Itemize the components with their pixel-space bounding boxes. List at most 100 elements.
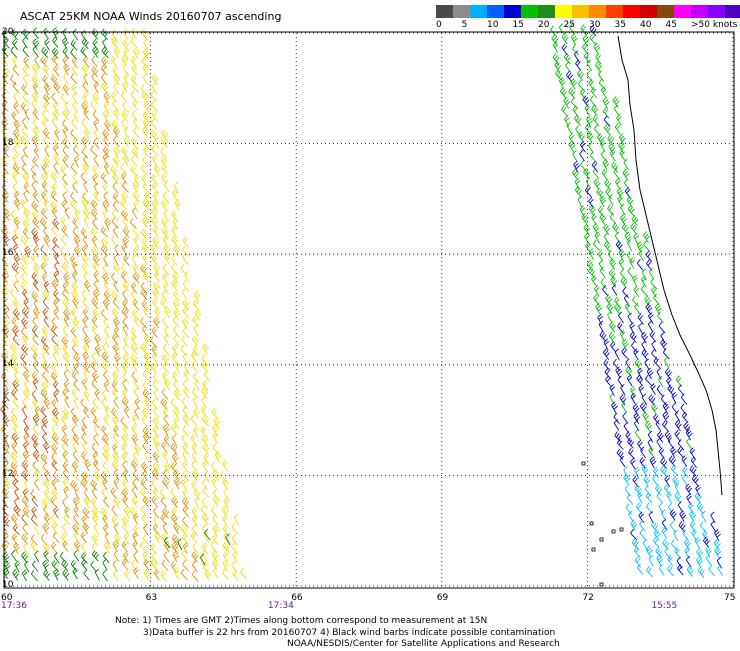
- wind-barb: [592, 167, 600, 179]
- wind-barb: [51, 334, 59, 347]
- wind-barb: [43, 488, 50, 501]
- wind-barb: [681, 455, 688, 467]
- lat-tick-label: 20: [2, 27, 14, 37]
- wind-barb: [182, 352, 188, 365]
- legend-swatch: [470, 5, 487, 18]
- wind-barb: [91, 66, 99, 78]
- wind-barb: [22, 28, 30, 40]
- wind-barb: [603, 232, 610, 245]
- island-outline: [619, 527, 624, 532]
- wind-barb: [113, 135, 120, 148]
- wind-barb: [122, 280, 130, 292]
- wind-barb: [589, 95, 597, 107]
- wind-barb: [641, 393, 648, 406]
- wind-barbs-layer: [0, 23, 724, 582]
- wind-barb: [113, 280, 119, 293]
- wind-barb: [22, 117, 28, 130]
- wind-barb: [10, 451, 18, 464]
- wind-barb: [710, 520, 717, 533]
- wind-barb: [72, 433, 80, 445]
- wind-barb: [72, 317, 80, 329]
- wind-barb: [104, 532, 110, 545]
- wind-barb: [53, 289, 60, 302]
- wind-barb: [50, 74, 58, 86]
- wind-barb: [94, 568, 100, 581]
- wind-barb: [667, 554, 674, 567]
- wind-barb: [622, 412, 629, 424]
- wind-barb: [629, 331, 637, 343]
- wind-barb: [140, 488, 148, 500]
- wind-barb: [123, 47, 129, 60]
- wind-barb: [112, 432, 119, 444]
- pass-time-label: 17:36: [1, 601, 27, 611]
- wind-barb: [591, 213, 597, 226]
- wind-barb: [669, 521, 676, 533]
- wind-barb: [72, 100, 78, 113]
- wind-barb: [653, 413, 660, 425]
- wind-barb: [622, 287, 629, 299]
- wind-barb: [163, 551, 170, 563]
- wind-barb: [192, 345, 200, 357]
- wind-barb: [614, 348, 620, 361]
- wind-barb: [71, 118, 78, 130]
- wind-barb: [705, 545, 712, 558]
- wind-barb: [104, 119, 112, 132]
- wind-barb: [24, 380, 30, 392]
- legend-swatch: [657, 5, 674, 18]
- wind-barb: [62, 407, 70, 420]
- wind-barb: [615, 178, 621, 190]
- wind-barb: [131, 64, 139, 76]
- wind-barb: [70, 407, 77, 419]
- wind-barb: [64, 101, 70, 113]
- wind-barb: [613, 168, 621, 180]
- wind-barb: [568, 140, 576, 153]
- legend-swatch: [453, 5, 470, 18]
- wind-barb: [191, 351, 197, 363]
- wind-barb: [82, 192, 90, 204]
- wind-barb: [102, 450, 110, 462]
- wind-barb: [680, 403, 687, 416]
- wind-barb: [12, 56, 19, 69]
- wind-barb: [22, 506, 30, 518]
- wind-barb: [152, 434, 159, 447]
- wind-barb: [133, 387, 140, 400]
- wind-barb: [170, 462, 178, 474]
- wind-barb: [22, 227, 29, 240]
- wind-barb: [223, 532, 230, 544]
- wind-barb: [223, 487, 229, 500]
- wind-barb: [121, 243, 128, 256]
- wind-barb: [626, 251, 633, 263]
- wind-barb: [12, 397, 20, 409]
- wind-barb: [71, 56, 79, 69]
- wind-barb: [150, 243, 158, 256]
- wind-barb: [583, 167, 591, 180]
- wind-barb: [103, 254, 109, 267]
- wind-barb: [598, 259, 605, 272]
- wind-barb: [91, 498, 98, 510]
- wind-barb: [2, 317, 10, 330]
- wind-barb: [21, 470, 29, 482]
- wind-barb: [134, 407, 140, 420]
- wind-barb: [104, 218, 112, 230]
- legend-swatch: [640, 5, 657, 18]
- wind-barb: [634, 302, 641, 315]
- wind-barb: [103, 317, 110, 329]
- wind-barb: [171, 235, 179, 247]
- wind-barb: [123, 154, 130, 167]
- wind-barb: [91, 487, 98, 500]
- wind-barb: [161, 388, 169, 400]
- wind-barb: [555, 69, 563, 81]
- wind-barb: [31, 180, 38, 193]
- wind-barb: [162, 469, 170, 481]
- wind-barb: [13, 92, 19, 104]
- wind-barb: [70, 48, 78, 60]
- wind-barb: [81, 542, 87, 555]
- wind-barb: [11, 317, 19, 329]
- wind-barb: [172, 271, 180, 284]
- wind-barb: [31, 560, 39, 572]
- wind-barb: [149, 129, 157, 141]
- lat-tick-label: 10: [2, 580, 14, 590]
- wind-barb: [40, 452, 48, 465]
- wind-barb: [637, 367, 643, 380]
- wind-barb: [41, 163, 48, 176]
